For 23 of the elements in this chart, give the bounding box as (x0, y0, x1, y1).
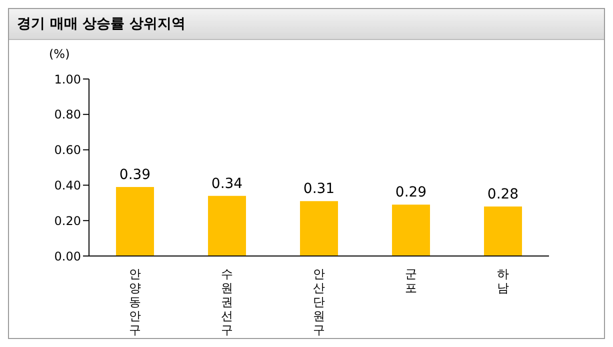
data-label: 0.28 (487, 186, 519, 202)
x-tick-label: 안산단원구 (313, 267, 325, 337)
bar (116, 186, 154, 256)
y-axis-title: (%) (49, 47, 70, 61)
x-tick-label: 안양동안구 (129, 267, 141, 337)
x-tick-label: 수원권선구 (221, 267, 233, 337)
data-label: 0.39 (119, 166, 151, 183)
bar (300, 201, 338, 256)
data-label: 0.31 (303, 181, 335, 198)
x-tick-label: 군포 (405, 267, 417, 295)
bar (208, 196, 246, 256)
y-tick-label: 0.20 (54, 214, 81, 228)
bar (484, 206, 522, 256)
y-tick-label: 0.00 (54, 249, 81, 264)
y-tick-label: 0.40 (54, 178, 81, 192)
bar (392, 204, 430, 256)
y-tick-label: 0.60 (54, 143, 81, 158)
y-tick-label: 0.80 (54, 108, 81, 122)
x-tick-label: 하남 (497, 267, 509, 295)
data-label: 0.34 (211, 176, 243, 192)
y-tick-label: 1.00 (54, 72, 81, 86)
data-label: 0.29 (395, 184, 427, 201)
chart-title: 경기 매매 상승률 상위지역 (9, 9, 604, 40)
